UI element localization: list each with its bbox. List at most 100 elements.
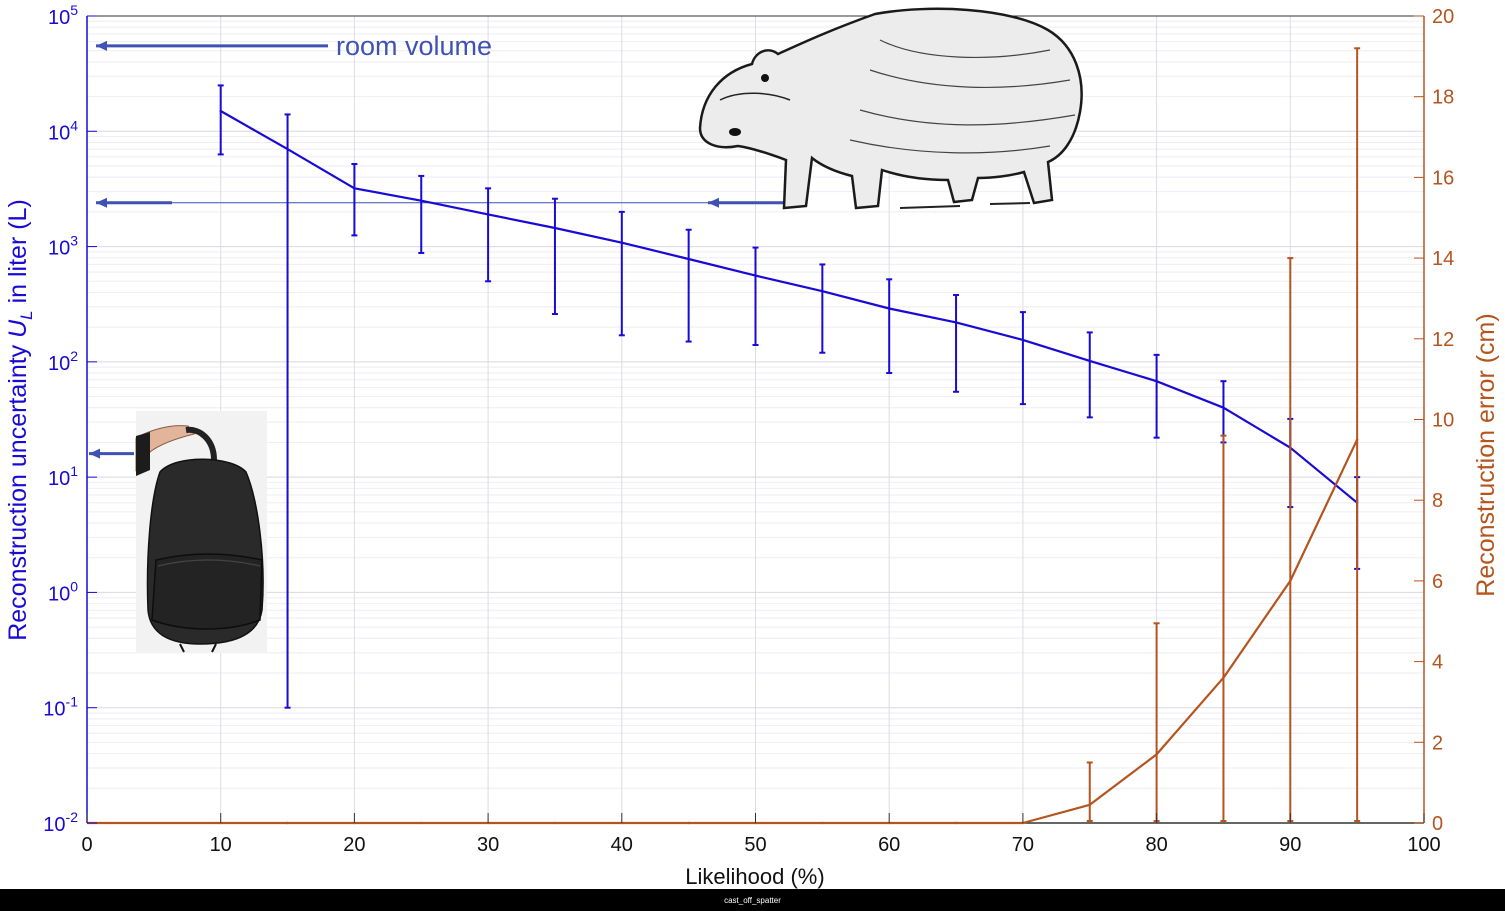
x-tick-label: 10	[210, 834, 232, 856]
data-point	[821, 821, 824, 825]
series-line	[220, 110, 1358, 504]
y-right-tick-label: 4	[1432, 652, 1443, 674]
y-right-tick-label: 16	[1432, 167, 1454, 189]
error-bar	[217, 84, 224, 156]
data-point	[1155, 379, 1158, 383]
y-right-tick-label: 18	[1432, 87, 1454, 109]
error-bar	[418, 174, 425, 254]
annotation-arrow-head	[96, 197, 107, 208]
y-right-tick-label: 8	[1432, 490, 1443, 512]
y-left-tick-exponent: -2	[66, 809, 79, 825]
data-point	[687, 821, 690, 825]
room-volume-label: room volume	[336, 31, 492, 61]
x-tick-label: 40	[611, 834, 633, 856]
annotation-arrow-head	[708, 197, 719, 208]
data-point	[1088, 359, 1091, 363]
error-bar	[1220, 380, 1227, 444]
error-bar	[351, 163, 358, 237]
axis-labels: Likelihood (%) Reconstruction uncertaint…	[4, 199, 1500, 889]
x-axis-label: Likelihood (%)	[685, 864, 824, 889]
data-point	[1021, 338, 1025, 342]
x-tick-label: 20	[343, 834, 365, 856]
y-right-tick-label: 0	[1432, 813, 1443, 835]
footer-caption: cast_off_spatter	[724, 896, 781, 905]
tick-labels: 0 10 20 30 40 50 60 70 80 90 10010-210-11001011021…	[43, 2, 1454, 856]
error-bar	[1220, 434, 1227, 822]
data-point	[486, 213, 490, 216]
error-bar	[1153, 353, 1160, 439]
series	[87, 47, 1361, 825]
y-axis-right-label: Reconstruction error (cm)	[1472, 313, 1500, 596]
y-right-tick-label: 20	[1432, 6, 1454, 28]
y-right-tick-label: 2	[1432, 732, 1443, 754]
y-left-label-part: Reconstruction uncertainty	[4, 338, 32, 641]
error-bar	[1354, 47, 1361, 822]
hippo-illustration	[698, 7, 1083, 210]
y-left-tick-label: 104	[48, 117, 78, 144]
y-left-tick-label: 101	[48, 463, 78, 490]
y-left-tick-label: 10-1	[43, 694, 78, 721]
y-right-tick-label: 10	[1432, 410, 1454, 432]
error-bar	[1287, 257, 1294, 822]
x-tick-label: 80	[1145, 834, 1167, 856]
annotation-arrow-head	[96, 40, 107, 51]
y-left-tick-label: 102	[48, 348, 78, 375]
error-bar	[1019, 311, 1026, 406]
y-left-tick-exponent: 4	[70, 117, 78, 133]
data-point	[954, 321, 958, 324]
error-bar	[752, 246, 759, 347]
y-right-tick-label: 6	[1432, 571, 1443, 593]
y-left-tick-exponent: 5	[70, 2, 78, 18]
room-volume-arrow	[96, 40, 328, 51]
data-point	[353, 187, 356, 190]
data-point	[888, 307, 891, 310]
data-point	[754, 274, 757, 277]
data-point	[219, 109, 222, 113]
y-left-tick-exponent: -1	[66, 694, 79, 710]
y-left-tick-exponent: 2	[70, 348, 78, 364]
y-left-tick-label: 100	[48, 578, 78, 605]
error-bar	[953, 294, 960, 393]
x-tick-label: 90	[1279, 834, 1301, 856]
data-point	[553, 821, 557, 825]
x-tick-label: 70	[1012, 834, 1034, 856]
data-point	[420, 821, 423, 825]
series-line	[220, 439, 1359, 825]
backpack-photo	[135, 411, 267, 653]
data-point	[286, 147, 289, 151]
data-point	[620, 241, 623, 244]
annotation-arrow-head	[89, 448, 100, 459]
y-left-label-unit: in liter (L)	[4, 199, 32, 310]
y-left-tick-exponent: 0	[70, 578, 78, 594]
data-point	[420, 199, 423, 202]
error-bar	[618, 210, 625, 337]
y-right-tick-label: 12	[1432, 329, 1454, 351]
y-right-tick-label: 14	[1432, 248, 1454, 270]
error-bar	[485, 187, 492, 283]
data-point	[1155, 753, 1158, 756]
error-bar	[1086, 331, 1093, 419]
y-left-tick-exponent: 1	[70, 463, 78, 479]
y-left-tick-exponent: 3	[70, 233, 78, 249]
error-bar	[1086, 761, 1093, 822]
error-bar	[551, 197, 558, 316]
x-tick-label: 60	[878, 834, 900, 856]
annotations: room volume	[89, 31, 792, 459]
backpack-volume-arrow	[89, 448, 134, 459]
error-bar	[284, 113, 291, 709]
data-point	[954, 821, 958, 825]
x-tick-label: 30	[477, 834, 499, 856]
y-left-tick-label: 105	[48, 2, 78, 29]
x-tick-label: 100	[1407, 834, 1440, 856]
y-left-label-symbol: U	[4, 319, 32, 338]
x-tick-label: 0	[81, 834, 92, 856]
error-bar	[886, 278, 893, 375]
data-point	[821, 290, 824, 293]
footer-bar	[0, 889, 1505, 911]
y-left-label-subscript: L	[17, 310, 36, 319]
y-left-tick-label: 103	[48, 233, 78, 260]
data-point	[687, 257, 690, 261]
illustrations	[135, 7, 1083, 653]
data-point	[1222, 406, 1225, 409]
